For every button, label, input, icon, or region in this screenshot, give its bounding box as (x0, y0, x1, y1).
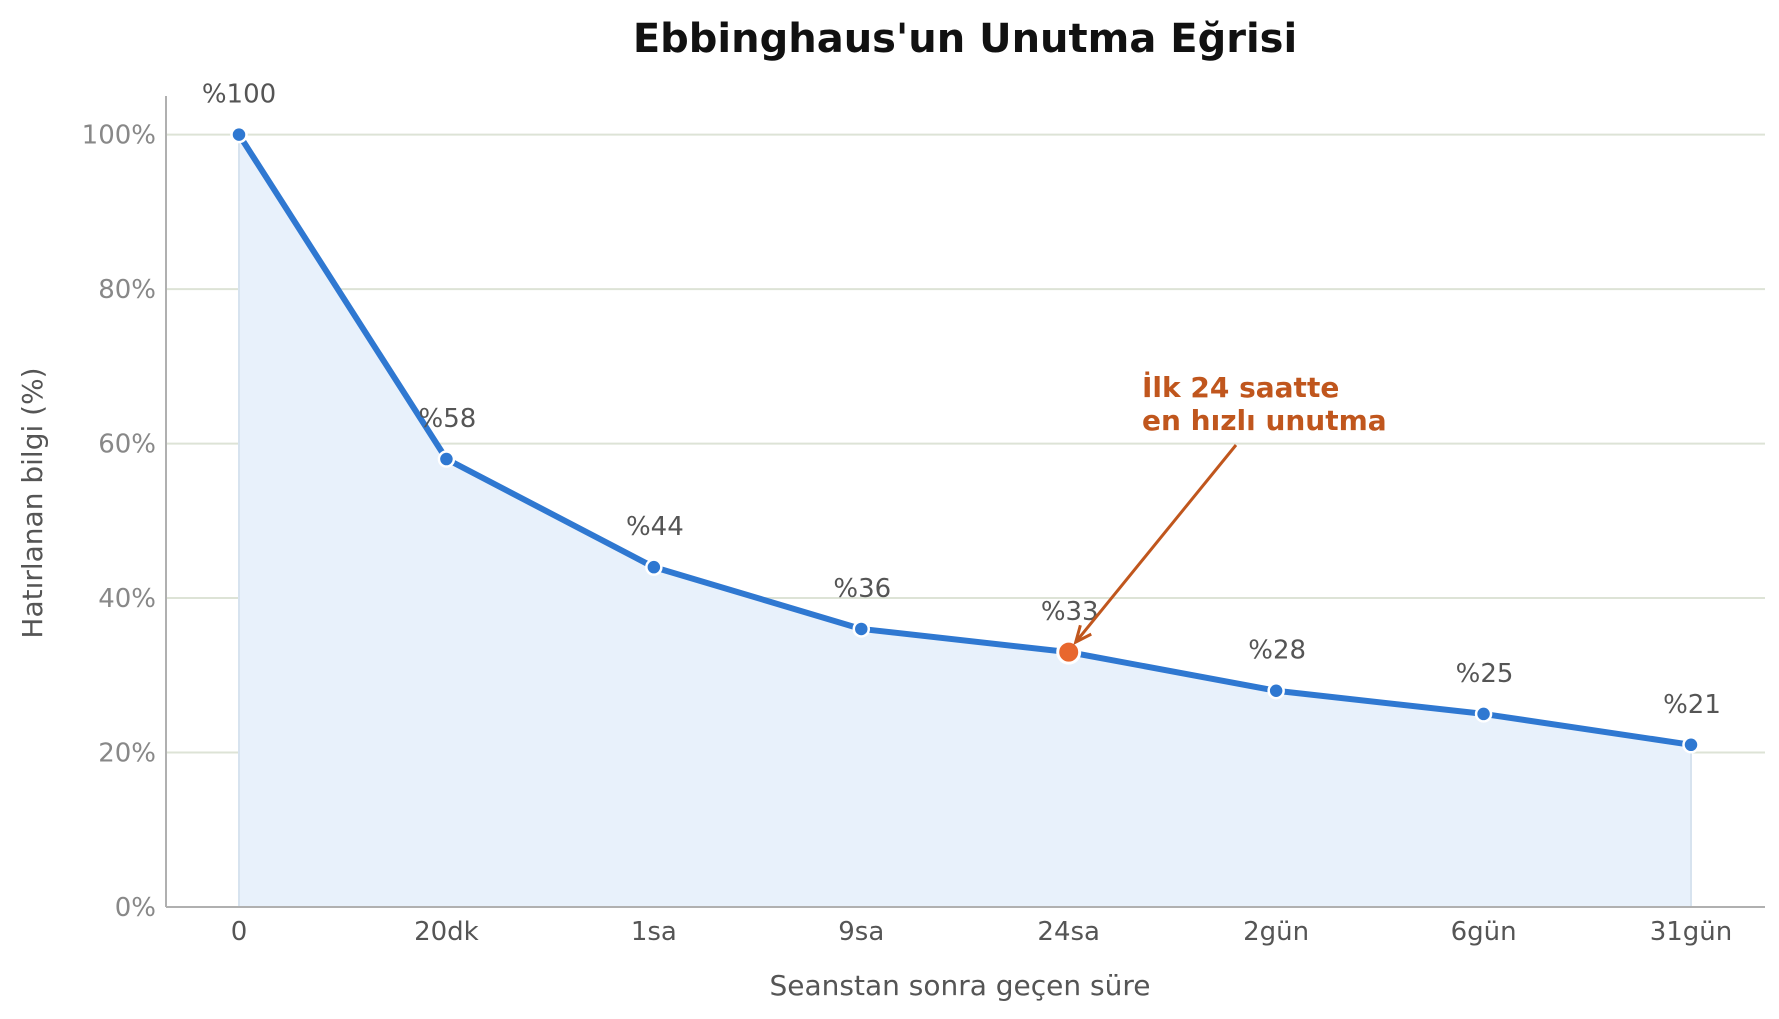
data-label: %100 (202, 80, 276, 110)
x-tick-label: 31gün (1650, 917, 1733, 947)
y-tick-label: 20% (98, 739, 156, 769)
y-axis-label: Hatırlanan bilgi (%) (16, 367, 49, 638)
x-tick-label: 2gün (1243, 917, 1309, 947)
data-label: %25 (1456, 659, 1514, 689)
x-tick-label: 24sa (1037, 917, 1100, 947)
data-label: %36 (833, 574, 891, 604)
series-line-path (236, 131, 1694, 748)
series-line (236, 131, 1694, 748)
annotation-arrow-line (1074, 444, 1238, 644)
chart-title: Ebbinghaus'un Unutma Eğrisi (633, 16, 1297, 62)
data-points (230, 125, 1700, 754)
highlight-point (1056, 639, 1082, 665)
annotation-line-2: en hızlı unutma (1142, 404, 1387, 437)
data-point (1474, 705, 1493, 723)
data-label: %58 (419, 404, 477, 434)
data-point (230, 125, 248, 144)
y-tick-label: 40% (98, 584, 156, 614)
data-point (1682, 736, 1700, 754)
axes (165, 96, 1765, 908)
x-tick-label: 9sa (838, 917, 884, 947)
annotation-line-1: İlk 24 saatte (1142, 370, 1339, 404)
x-tick-labels: 0 20dk 1sa 9sa 24sa 2gün 6gün 31gün (231, 917, 1733, 947)
data-point (437, 450, 456, 468)
y-tick-labels: 0% 20% 40% 60% 80% 100% (82, 121, 156, 923)
data-label: %28 (1248, 636, 1306, 666)
x-tick-label: 6gün (1451, 917, 1517, 947)
x-tick-label: 20dk (414, 917, 479, 947)
annotation-arrow-head (1073, 624, 1092, 646)
data-point (1267, 681, 1285, 700)
y-tick-label: 0% (115, 893, 156, 923)
x-tick-label: 0 (231, 917, 248, 947)
area-under-curve (239, 134, 1691, 908)
x-tick-label: 1sa (631, 917, 677, 947)
y-tick-label: 60% (98, 430, 156, 460)
data-label: %21 (1663, 690, 1721, 720)
y-tick-label: 100% (82, 121, 156, 151)
area-fill (238, 134, 1692, 908)
data-label: %33 (1041, 597, 1099, 627)
annotation: İlk 24 saatte en hızlı unutma (1073, 370, 1387, 646)
data-point (852, 620, 871, 638)
data-point (645, 558, 663, 576)
data-labels: %100 %58 %44 %36 %33 %28 %25 %21 (202, 80, 1721, 720)
data-label: %44 (626, 512, 684, 542)
y-tick-label: 80% (98, 275, 156, 305)
x-axis-label: Seanstan sonra geçen süre (769, 969, 1150, 1002)
